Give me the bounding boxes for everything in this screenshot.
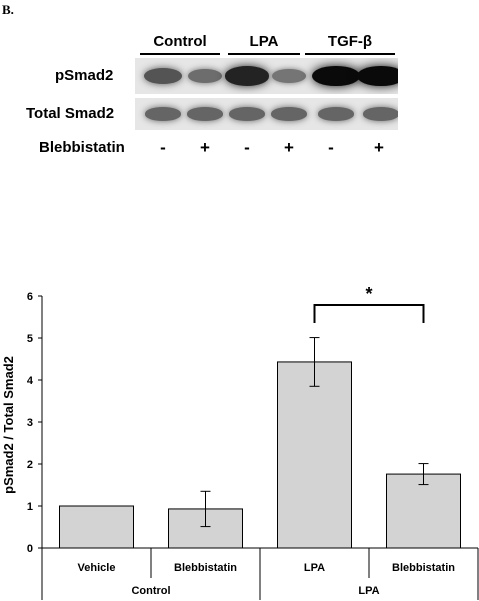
blot-group-tgf: TGF-β: [327, 33, 373, 50]
total-smad2-blot-strip: [135, 98, 398, 130]
total-smad2-band-6: [363, 107, 398, 121]
x-category-label: Blebbistatin: [174, 562, 237, 574]
blot-group-line-lpa: [228, 53, 300, 55]
blot-row-psmad2: pSmad2: [55, 67, 114, 84]
total-smad2-band-2: [187, 107, 223, 121]
x-category-label: LPA: [304, 562, 325, 574]
y-tick-label: 3: [27, 417, 33, 429]
blot-row-blebbistatin: Blebbistatin: [39, 139, 125, 156]
psmad2-band-2: [187, 68, 223, 84]
y-axis-label: pSmad2 / Total Smad2: [1, 356, 16, 494]
y-tick-label: 1: [27, 501, 33, 513]
western-blot: Control LPA TGF-β pSmad2 Total Smad2 Ble…: [0, 0, 479, 170]
y-tick-label: 2: [27, 459, 33, 471]
psmad2-band-1: [143, 68, 183, 84]
psmad2-band-4: [272, 69, 306, 83]
y-tick-label: 5: [27, 333, 33, 345]
blot-row-total-smad2: Total Smad2: [26, 105, 115, 122]
blot-group-line-control: [140, 53, 220, 55]
x-group-label: LPA: [358, 585, 379, 597]
significance-line: [313, 304, 425, 323]
panel-label: B.: [2, 2, 14, 17]
significance-bracket: *: [313, 284, 425, 323]
psmad2-blot-strip: [135, 58, 398, 94]
blot-group-control: Control: [153, 33, 207, 50]
x-axis: Vehicle Blebbistatin LPA Blebbistatin Contro…: [41, 547, 479, 600]
blebbistatin-sign-6: +: [374, 138, 384, 157]
total-smad2-band-5: [318, 107, 354, 121]
bars: [59, 337, 461, 549]
x-category-label: Blebbistatin: [392, 562, 455, 574]
y-axis: 0 1 2 3 4 5 6: [27, 291, 43, 555]
blebbistatin-sign-2: +: [200, 138, 210, 157]
significance-star: *: [365, 284, 372, 304]
bar-chart: 0 1 2 3 4 5 6 Vehicle Blebbistatin LPA Blebbistat…: [1, 284, 479, 600]
blebbistatin-sign-5: -: [328, 138, 334, 157]
bar: [386, 473, 461, 549]
y-tick-label: 4: [27, 375, 34, 387]
x-group-label: Control: [131, 585, 170, 597]
blebbistatin-sign-3: -: [244, 138, 250, 157]
psmad2-band-6: [357, 65, 398, 87]
bar: [277, 361, 352, 549]
psmad2-band-3: [224, 66, 270, 86]
bar: [59, 505, 134, 549]
blot-group-lpa: LPA: [249, 33, 279, 50]
x-category-label: Vehicle: [78, 562, 116, 574]
blebbistatin-sign-1: -: [160, 138, 166, 157]
y-tick-label: 0: [27, 543, 33, 555]
y-tick-label: 6: [27, 291, 33, 303]
total-smad2-band-1: [145, 107, 181, 121]
total-smad2-band-3: [229, 107, 265, 121]
blebbistatin-sign-4: +: [284, 138, 294, 157]
total-smad2-band-4: [271, 107, 307, 121]
psmad2-band-5: [312, 65, 360, 87]
blot-group-line-tgf: [305, 53, 395, 55]
